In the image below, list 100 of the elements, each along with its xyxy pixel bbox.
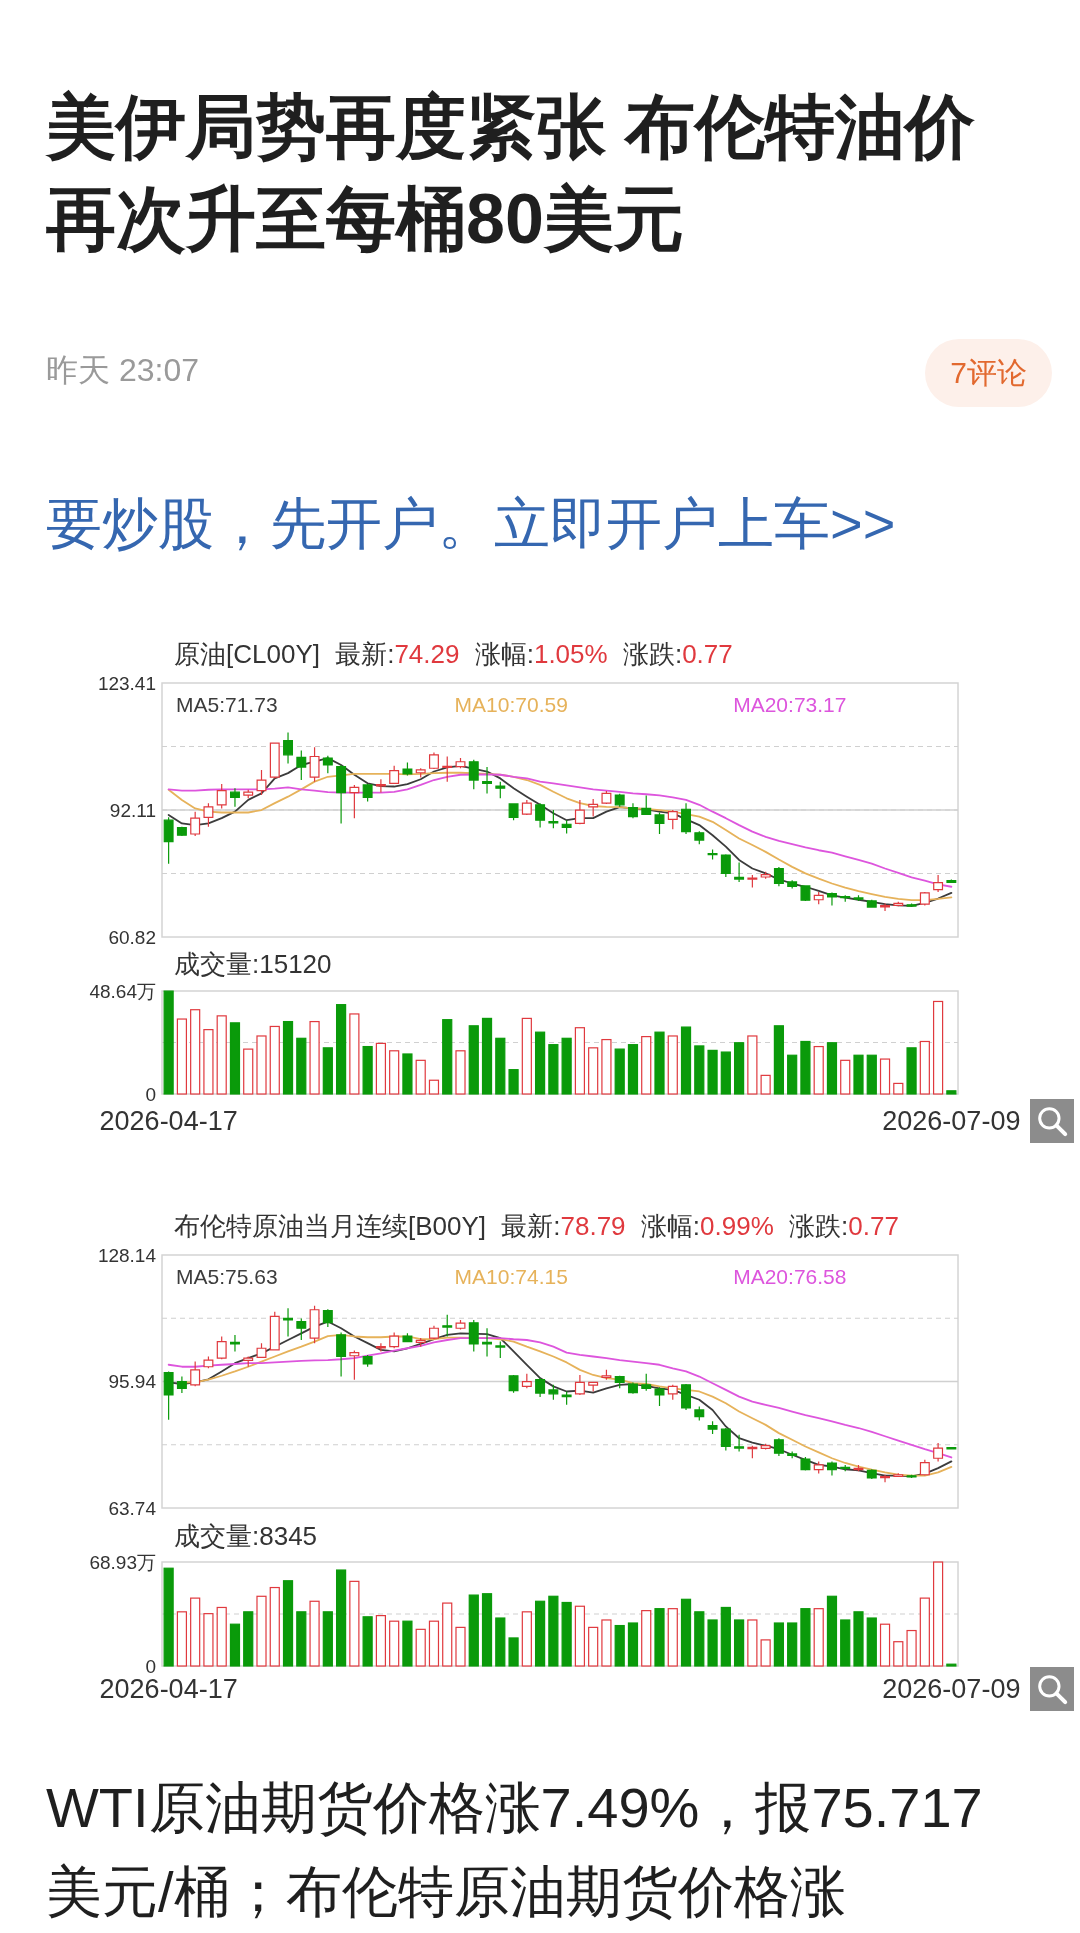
candlestick (866, 1468, 877, 1480)
bar (614, 1048, 625, 1095)
bar (879, 1058, 891, 1095)
candlestick (919, 1459, 930, 1477)
bar (495, 1037, 506, 1095)
bar (733, 1619, 745, 1667)
candlestick (375, 1342, 386, 1353)
bar (455, 1626, 466, 1667)
candlestick (482, 766, 493, 795)
candlestick (203, 1355, 214, 1369)
x-tick-label: 2026-04-17 (99, 1106, 238, 1136)
bar (588, 1626, 599, 1667)
bar (362, 1045, 373, 1095)
bar (163, 990, 174, 1095)
bar (826, 1042, 838, 1095)
y-tick-label: 92.11 (109, 799, 156, 821)
x-tick-label: 2026-07-09 (882, 1674, 1021, 1704)
candlestick (402, 1332, 413, 1343)
candlestick (800, 1456, 811, 1472)
candlestick (322, 755, 333, 774)
candlestick (415, 1337, 426, 1348)
bar (349, 1580, 360, 1667)
candlestick (826, 891, 837, 907)
text: WTI原油期货价格涨7.49%，报75.717美元/桶；布伦特原油期货价格涨 (46, 1775, 984, 1925)
candlestick (800, 884, 811, 902)
candlestick (853, 1464, 864, 1472)
candlestick (521, 799, 532, 816)
y-tick-label: 48.64万 (89, 980, 156, 1002)
bar (747, 1619, 758, 1667)
candlestick (176, 1375, 187, 1394)
candlestick (893, 901, 904, 907)
bar (800, 1608, 811, 1667)
candlestick (561, 1390, 572, 1406)
bar (932, 1561, 944, 1667)
bar (203, 1613, 214, 1667)
bar (787, 1622, 798, 1667)
candlestick (933, 1442, 944, 1463)
candlestick (787, 879, 798, 889)
bar (906, 1629, 917, 1667)
bar (813, 1045, 824, 1095)
candlestick (654, 1386, 665, 1407)
bar (322, 1047, 333, 1095)
bar (481, 1017, 493, 1095)
candlestick (362, 1354, 373, 1368)
bar (163, 1567, 174, 1667)
bar (389, 1620, 400, 1667)
bar (534, 1600, 546, 1667)
bar (335, 1569, 347, 1667)
candlestick (283, 1307, 294, 1338)
bar (641, 1610, 652, 1667)
y-tick-label: 60.82 (108, 926, 156, 948)
candlestick (309, 746, 320, 783)
bar (428, 1620, 440, 1667)
candlestick (362, 783, 373, 803)
candlestick (176, 826, 187, 837)
bar (296, 1611, 307, 1667)
bar (508, 1069, 519, 1095)
bar (760, 1074, 771, 1095)
bar (176, 1611, 188, 1667)
text: MA10:74.15 (454, 1264, 568, 1288)
line-series (167, 1337, 953, 1459)
y-tick-label: 123.41 (97, 672, 156, 694)
bar (641, 1036, 652, 1095)
bar (455, 1050, 466, 1095)
bar (442, 1019, 453, 1095)
bar (853, 1054, 864, 1095)
text: MA5:75.63 (176, 1264, 278, 1288)
candlestick (296, 1317, 307, 1341)
bar (548, 1595, 559, 1667)
candlestick (428, 751, 439, 770)
bar (468, 1025, 479, 1095)
candlestick (482, 1327, 493, 1358)
bar (495, 1617, 506, 1667)
candlestick (428, 1325, 439, 1340)
bar (813, 1608, 824, 1667)
bar (840, 1059, 851, 1095)
bar (747, 1035, 758, 1095)
candlestick (535, 1377, 546, 1398)
bar (680, 1598, 692, 1667)
bar (296, 1037, 307, 1095)
text: MA20:73.17 (733, 692, 847, 716)
y-tick-label: 63.74 (108, 1497, 157, 1519)
candlestick (720, 1427, 731, 1452)
candlestick (614, 1375, 625, 1389)
candlestick (614, 793, 625, 808)
candlestick (694, 830, 705, 845)
bar (243, 1048, 254, 1095)
y-tick-label: 95.94 (108, 1371, 157, 1392)
candlestick (495, 781, 506, 799)
bar (694, 1611, 705, 1667)
candlestick (243, 1355, 254, 1368)
bar (893, 1082, 904, 1095)
bar (468, 1594, 479, 1667)
x-tick-label: 2026-04-17 (99, 1674, 238, 1704)
candlestick (667, 1384, 678, 1401)
bar (720, 1051, 731, 1095)
candlestick (760, 871, 771, 880)
candlestick (773, 1437, 784, 1457)
candlestick (627, 1381, 638, 1395)
bar (919, 1040, 930, 1095)
